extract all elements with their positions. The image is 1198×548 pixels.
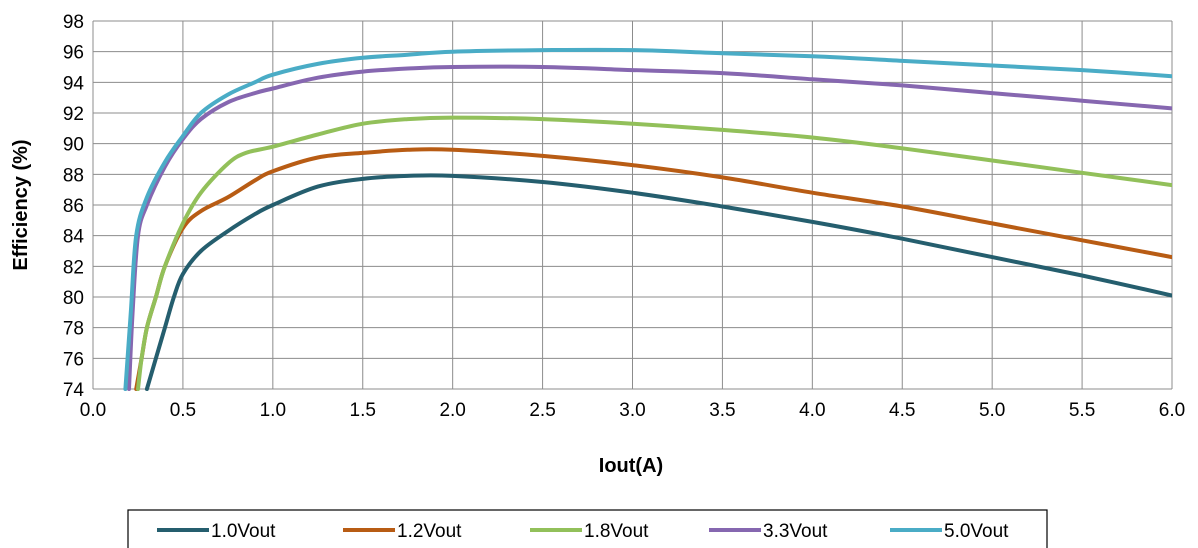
y-tick-label: 82	[63, 257, 84, 278]
x-tick-label: 5.5	[1069, 400, 1095, 421]
x-tick-label: 0.0	[80, 400, 106, 421]
y-tick-label: 76	[63, 349, 84, 370]
y-tick-label: 84	[63, 227, 85, 248]
y-tick-label: 96	[63, 43, 84, 64]
y-tick-labels: 74 76 78 80 82 84 86 88 90 92 94 96 98	[63, 12, 85, 401]
series-line-1-2vout	[134, 147, 1172, 391]
y-tick-label: 94	[63, 73, 85, 94]
x-tick-label: 1.5	[350, 400, 376, 421]
x-tick-label: 0.5	[170, 400, 196, 421]
series-line-5-0vout	[123, 47, 1172, 391]
y-tick-label: 88	[63, 165, 84, 186]
legend-label-1-0vout: 1.0Vout	[211, 521, 276, 542]
y-tick-label: 92	[63, 104, 84, 125]
x-tick-label: 5.0	[979, 400, 1005, 421]
x-tick-labels: 0.0 0.5 1.0 1.5 2.0 2.5 3.0 3.5 4.0 4.5 5.0 5.5 6.0	[80, 400, 1185, 421]
x-tick-label: 3.0	[619, 400, 645, 421]
x-tick-label: 1.0	[260, 400, 286, 421]
series-line-3-3vout	[127, 64, 1172, 391]
x-tick-label: 3.5	[709, 400, 735, 421]
series-lines	[123, 47, 1172, 391]
gridlines	[92, 20, 1173, 390]
y-tick-label: 98	[63, 12, 84, 33]
x-axis-title: Iout(A)	[599, 455, 663, 477]
series-line-1-0vout	[144, 173, 1172, 391]
y-tick-label: 78	[63, 319, 84, 340]
x-tick-label: 6.0	[1159, 400, 1185, 421]
legend-label-1-2vout: 1.2Vout	[397, 521, 462, 542]
x-tick-label: 2.0	[439, 400, 465, 421]
y-tick-label: 86	[63, 196, 84, 217]
series-line-1-8vout	[136, 115, 1172, 391]
y-tick-label: 90	[63, 135, 84, 156]
x-tick-label: 2.5	[529, 400, 555, 421]
y-tick-label: 80	[63, 288, 84, 309]
legend-label-1-8vout: 1.8Vout	[584, 521, 649, 542]
x-tick-label: 4.5	[889, 400, 915, 421]
legend: 1.0Vout 1.2Vout 1.8Vout 3.3Vout 5.0Vout	[127, 509, 1048, 548]
legend-label-3-3vout: 3.3Vout	[763, 521, 828, 542]
y-axis-title: Efficiency (%)	[10, 139, 32, 270]
legend-label-5-0vout: 5.0Vout	[944, 521, 1009, 542]
x-tick-label: 4.0	[799, 400, 825, 421]
y-tick-label: 74	[63, 380, 85, 401]
